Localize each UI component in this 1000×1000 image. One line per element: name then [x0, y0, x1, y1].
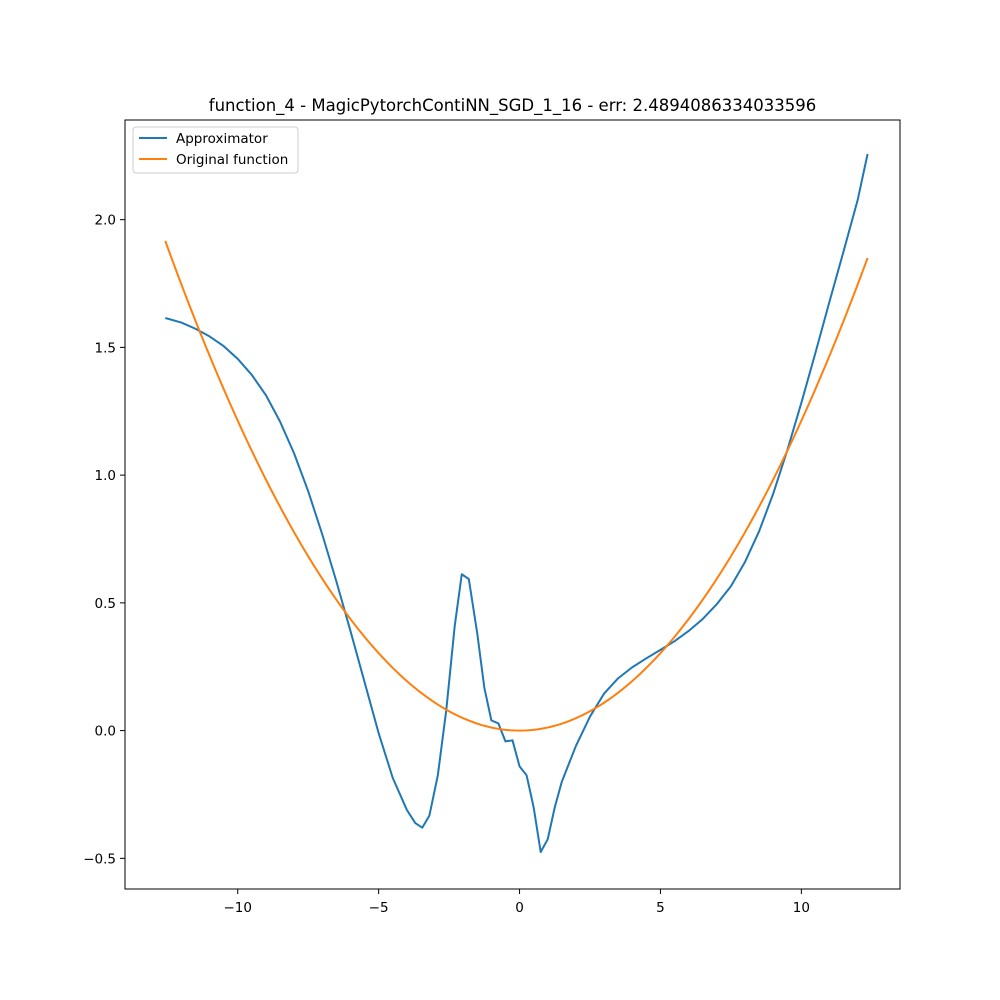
x-tick-label: −10 [223, 900, 252, 916]
y-tick-label: 1.5 [95, 340, 116, 356]
y-tick-label: 2.0 [95, 213, 116, 229]
y-tick-label: 0.0 [95, 724, 116, 740]
x-tick-label: 10 [793, 900, 810, 916]
legend-label-original-function: Original function [176, 152, 288, 168]
y-axis: −0.5 0.0 0.5 1.0 1.5 2.0 [83, 213, 125, 867]
y-tick-label: −0.5 [83, 851, 116, 867]
legend-box [132, 126, 299, 174]
series-line-original-function [164, 240, 869, 732]
chart-title: function_4 - MagicPytorchContiNN_SGD_1_1… [209, 96, 816, 116]
y-tick-label: 1.0 [95, 468, 116, 484]
plot-frame [124, 119, 901, 890]
x-axis: −10 −5 0 5 10 [223, 889, 810, 916]
legend-label-approximator: Approximator [176, 131, 268, 147]
legend: Approximator Original function [132, 126, 299, 174]
y-tick-label: 0.5 [95, 596, 116, 612]
x-tick-label: 0 [515, 900, 524, 916]
series-line-approximator [165, 153, 869, 853]
series-layer [164, 153, 869, 853]
x-tick-label: −5 [369, 900, 389, 916]
x-tick-label: 5 [656, 900, 665, 916]
